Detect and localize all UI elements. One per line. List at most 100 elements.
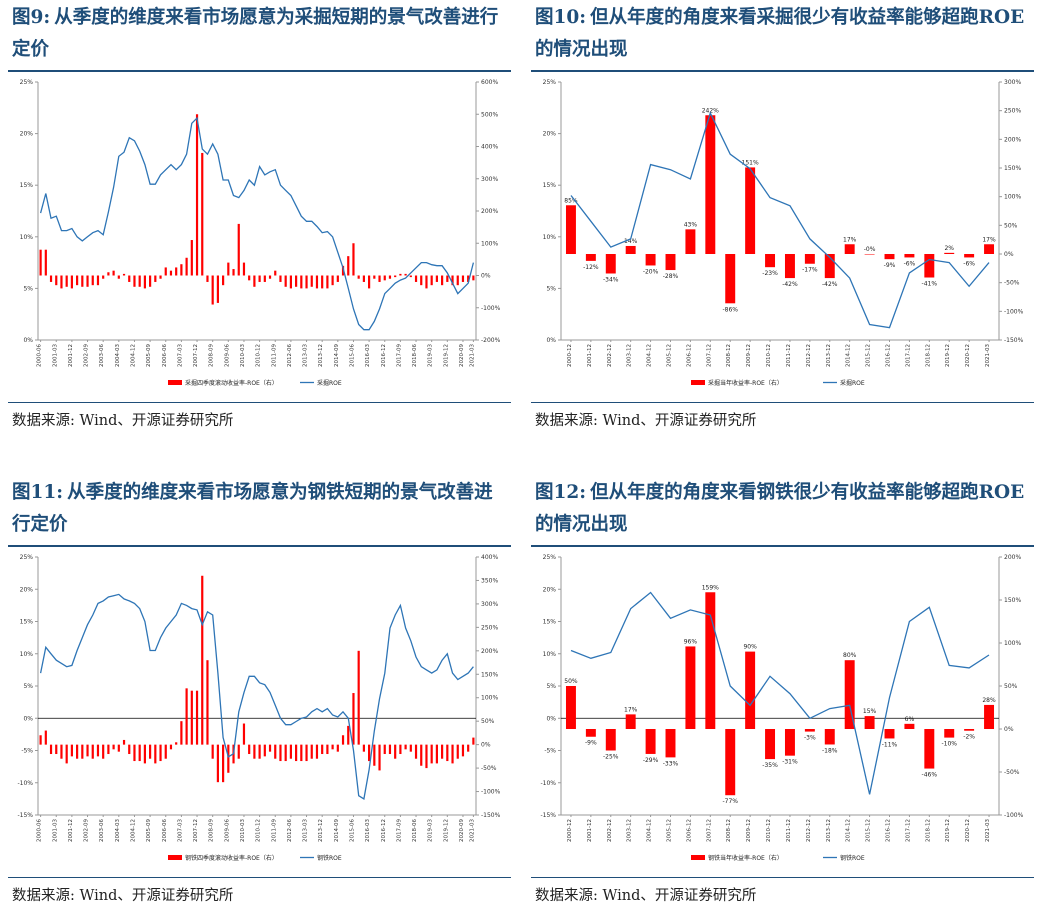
data-label: -29% bbox=[643, 757, 659, 764]
legend-line-label: 采掘ROE bbox=[317, 379, 342, 387]
bar bbox=[96, 275, 100, 286]
figure-panel-9: 图9: 从季度的维度来看市场愿意为采掘短期的景气改善进行定价 0% 5% 10% 15%… bbox=[8, 2, 511, 430]
x-tick-label: 2019-12 bbox=[945, 344, 951, 367]
bar bbox=[149, 275, 152, 287]
title-rule bbox=[531, 545, 1034, 547]
left-tick-label: -10% bbox=[540, 780, 556, 787]
bar bbox=[331, 275, 334, 286]
right-tick-label: 200% bbox=[481, 648, 498, 655]
bar bbox=[378, 275, 381, 282]
bar bbox=[357, 650, 360, 745]
bar bbox=[446, 744, 449, 762]
bar bbox=[102, 744, 105, 759]
bar bbox=[289, 275, 292, 289]
x-tick-label: 2003-12 bbox=[627, 819, 633, 842]
x-tick-label: 2007-03 bbox=[177, 344, 183, 367]
source-rule bbox=[531, 877, 1034, 878]
bar bbox=[107, 272, 110, 276]
x-tick-label: 2004-03 bbox=[115, 344, 121, 367]
bar bbox=[461, 275, 465, 282]
chart-svg: -15% -10% -5% 0% 5% 10% 15% 20% 25% -150% -100% -50… bbox=[17, 554, 501, 862]
x-tick-label: 2016-03 bbox=[365, 819, 371, 842]
bar bbox=[924, 254, 935, 278]
bar bbox=[70, 275, 73, 289]
bar bbox=[745, 167, 756, 254]
roe-line bbox=[39, 116, 475, 331]
x-tick-label: 2001-03 bbox=[52, 819, 58, 842]
x-tick-label: 2020-09 bbox=[459, 344, 465, 367]
figure-title-text: 但从年度的角度来看采掘很少有收益率能够超跑ROE 的情况出现 bbox=[535, 7, 1025, 60]
bar bbox=[164, 744, 167, 759]
right-tick-label: -50% bbox=[481, 765, 497, 772]
bar bbox=[409, 275, 412, 278]
legend-line-label: 钢铁ROE bbox=[317, 854, 342, 862]
bar bbox=[201, 152, 204, 276]
x-tick-label: 2007-12 bbox=[706, 819, 712, 842]
data-source: 数据来源: Wind、开源证券研究所 bbox=[12, 888, 234, 904]
data-label: -31% bbox=[782, 759, 798, 766]
data-label: -33% bbox=[663, 760, 679, 767]
bar bbox=[435, 275, 438, 282]
bar bbox=[315, 744, 319, 759]
bar bbox=[725, 254, 736, 304]
bar bbox=[305, 744, 308, 762]
source-rule bbox=[531, 402, 1034, 403]
left-tick-label: 10% bbox=[20, 651, 34, 658]
data-label: -12% bbox=[583, 264, 599, 271]
x-tick-label: 2014-12 bbox=[846, 819, 852, 842]
bar bbox=[149, 744, 152, 759]
bar bbox=[122, 273, 126, 276]
data-label: 17% bbox=[843, 236, 857, 243]
x-tick-label: 2016-12 bbox=[886, 344, 892, 367]
right-tick-label: 250% bbox=[481, 624, 498, 631]
x-tick-label: 2007-12 bbox=[193, 344, 199, 367]
bar bbox=[175, 742, 178, 745]
left-tick-label: 5% bbox=[23, 683, 33, 690]
roe-line bbox=[39, 593, 474, 800]
bar bbox=[347, 725, 350, 745]
source-rule bbox=[8, 402, 511, 403]
left-tick-label: -15% bbox=[540, 812, 556, 819]
x-tick-label: 2008-12 bbox=[726, 344, 732, 367]
bar bbox=[456, 275, 459, 286]
bar bbox=[368, 275, 371, 289]
x-tick-label: 2001-12 bbox=[587, 344, 593, 367]
x-tick-label: 2010-12 bbox=[256, 344, 262, 367]
bar bbox=[39, 249, 42, 276]
bar bbox=[944, 729, 955, 738]
x-tick-label: 2005-09 bbox=[146, 344, 152, 367]
bar bbox=[964, 254, 975, 258]
x-tick-label: 2009-12 bbox=[746, 344, 752, 367]
roe-line bbox=[570, 111, 990, 329]
x-tick-label: 2000-06 bbox=[37, 344, 43, 367]
bar bbox=[388, 744, 392, 755]
bar bbox=[91, 275, 94, 286]
right-tick-label: 50% bbox=[481, 718, 495, 725]
right-tick-label: -100% bbox=[481, 789, 501, 796]
bar bbox=[467, 744, 470, 752]
x-tick-label: 2002-09 bbox=[84, 344, 90, 367]
chart-svg: 0% 5% 10% 15% 20% 25% -150% -100% -50% 0% 50% 100% 1… bbox=[543, 79, 1024, 387]
x-tick-label: 2016-03 bbox=[365, 344, 371, 367]
bar bbox=[725, 729, 736, 796]
right-tick-label: 150% bbox=[1004, 165, 1021, 172]
bar bbox=[138, 744, 141, 762]
x-tick-label: 2017-12 bbox=[905, 344, 911, 367]
figure-number: 图12: bbox=[535, 482, 587, 503]
data-label: -41% bbox=[922, 281, 938, 288]
x-tick-label: 2001-12 bbox=[68, 819, 74, 842]
right-tick-label: 600% bbox=[481, 79, 498, 86]
bar bbox=[185, 257, 188, 276]
bar bbox=[425, 744, 428, 769]
data-label: -10% bbox=[941, 741, 957, 748]
bar bbox=[964, 729, 975, 731]
data-label: -25% bbox=[603, 754, 619, 761]
bar bbox=[65, 275, 68, 287]
source-rule bbox=[8, 877, 511, 878]
bar bbox=[258, 744, 261, 759]
bar bbox=[128, 744, 131, 755]
bar bbox=[625, 245, 636, 254]
bar bbox=[242, 723, 246, 745]
bar bbox=[765, 254, 776, 268]
data-label: 90% bbox=[743, 644, 757, 651]
